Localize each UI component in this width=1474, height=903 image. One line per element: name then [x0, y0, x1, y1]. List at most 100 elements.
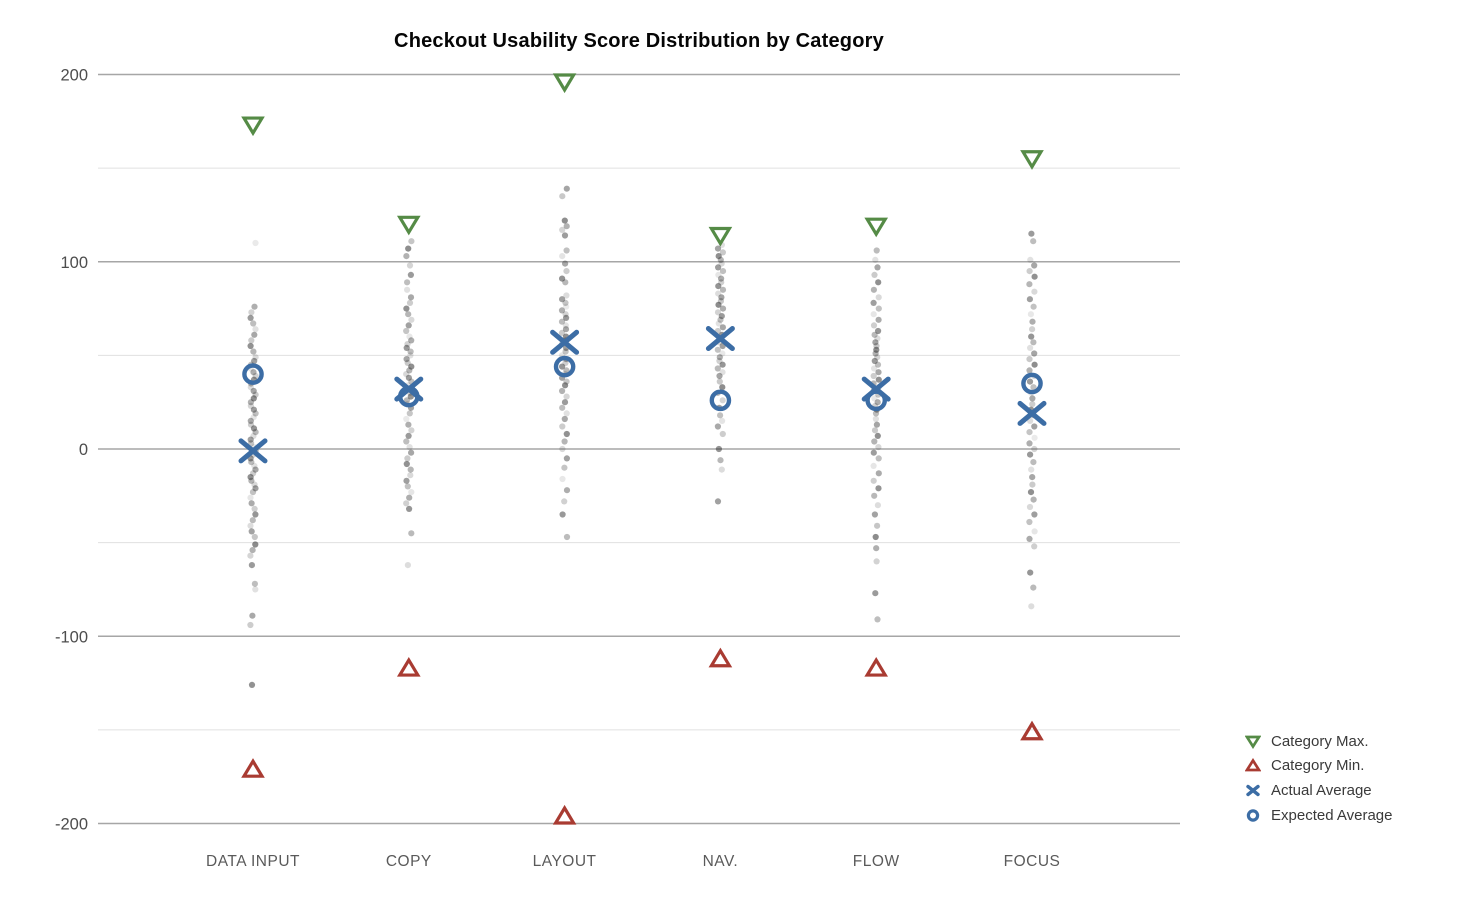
scatter-point	[875, 294, 882, 301]
scatter-point	[404, 286, 411, 293]
scatter-point	[562, 260, 569, 267]
scatter-point	[1027, 569, 1034, 576]
scatter-point	[1027, 489, 1035, 496]
chart-title: Checkout Usability Score Distribution by…	[394, 30, 884, 52]
scatter-point	[872, 339, 879, 346]
scatter-point	[717, 256, 724, 263]
expected-average-marker	[709, 389, 732, 412]
scatter-point	[719, 286, 727, 293]
scatter-point	[561, 464, 568, 471]
scatter-point	[559, 404, 566, 411]
scatter-point	[1028, 603, 1035, 610]
scatter-point	[406, 262, 414, 269]
scatter-point	[714, 346, 721, 353]
scatter-point	[407, 472, 414, 479]
scatter-point	[1031, 543, 1038, 550]
scatter-point	[1030, 459, 1037, 466]
scatter-point	[559, 387, 566, 395]
scatter-point	[563, 367, 570, 374]
scatter-point	[719, 369, 726, 376]
scatter-point	[875, 369, 882, 376]
scatter-point	[871, 492, 878, 499]
scatter-point	[563, 268, 570, 275]
scatter-point	[875, 279, 882, 286]
y-axis-tick-label: 0	[79, 441, 88, 459]
scatter-point	[1027, 311, 1034, 318]
scatter-point	[561, 415, 568, 423]
scatter-point	[403, 371, 410, 378]
scatter-point	[1030, 238, 1037, 245]
scatter-point	[1031, 434, 1038, 441]
y-axis-tick-label: 100	[60, 254, 88, 272]
scatter-point	[714, 245, 722, 252]
scatter-point	[875, 470, 882, 477]
scatter-point	[563, 410, 570, 417]
x-axis-category-label: FLOW	[853, 853, 900, 870]
scatter-point	[1031, 273, 1038, 280]
scatter-point	[252, 354, 259, 361]
scatter-point	[406, 410, 413, 417]
scatter-point	[875, 376, 882, 383]
scatter-point	[1028, 230, 1035, 237]
scatter-point	[249, 547, 256, 554]
scatter-point	[251, 533, 258, 541]
scatter-point	[873, 545, 880, 552]
scatter-point	[404, 483, 411, 490]
scatter-point	[561, 498, 568, 505]
scatter-point	[559, 445, 566, 453]
scatter-point	[252, 511, 259, 518]
scatter-point	[405, 245, 412, 252]
scatter-point	[1031, 511, 1038, 518]
scatter-point	[247, 399, 254, 406]
scatter-point	[870, 462, 877, 469]
scatter-point	[871, 357, 878, 365]
scatter-point	[408, 316, 415, 323]
scatter-point	[717, 457, 724, 464]
scatter-point	[1026, 429, 1033, 436]
scatter-point	[247, 474, 254, 481]
scatter-point	[1028, 333, 1035, 340]
scatter-point	[563, 303, 570, 310]
scatter-point	[717, 316, 724, 323]
scatter-point	[1029, 326, 1036, 333]
scatter-point	[248, 500, 255, 507]
scatter-point	[1028, 466, 1035, 473]
scatter-point	[403, 460, 410, 468]
scatter-point	[1030, 496, 1037, 503]
legend-label: Actual Average	[1271, 781, 1372, 799]
scatter-point	[563, 430, 570, 438]
scatter-point	[406, 299, 414, 306]
scatter-point	[251, 357, 258, 365]
scatter-point	[1026, 518, 1033, 526]
scatter-point	[248, 309, 255, 316]
x-axis-category-label: COPY	[386, 853, 432, 870]
scatter-point	[248, 562, 255, 569]
scatter-point	[405, 432, 412, 439]
actual-average-marker	[1017, 400, 1047, 426]
scatter-point	[715, 445, 723, 453]
scatter-point	[719, 268, 727, 275]
scatter-point	[406, 444, 413, 451]
y-axis-tick-label: -200	[55, 816, 88, 834]
scatter-point	[408, 449, 415, 456]
expected-average-marker	[242, 363, 264, 385]
x-axis-category-label: NAV.	[703, 853, 739, 870]
scatter-point	[252, 466, 259, 473]
scatter-point	[1026, 268, 1033, 275]
scatter-point	[249, 489, 257, 496]
scatter-point	[714, 365, 721, 372]
scatter-point	[558, 318, 566, 325]
scatter-point	[715, 301, 722, 308]
scatter-point	[1026, 281, 1033, 288]
scatter-point	[874, 354, 881, 361]
scatter-point	[1026, 378, 1034, 385]
scatter-point	[719, 249, 727, 256]
scatter-point	[558, 307, 566, 314]
y-axis-tick-label: 200	[60, 67, 88, 85]
scatter-point	[1031, 528, 1038, 535]
scatter-point	[247, 552, 254, 559]
scatter-point	[715, 253, 722, 260]
scatter-point	[250, 406, 257, 413]
scatter-point	[1031, 361, 1038, 368]
scatter-point	[875, 485, 882, 492]
